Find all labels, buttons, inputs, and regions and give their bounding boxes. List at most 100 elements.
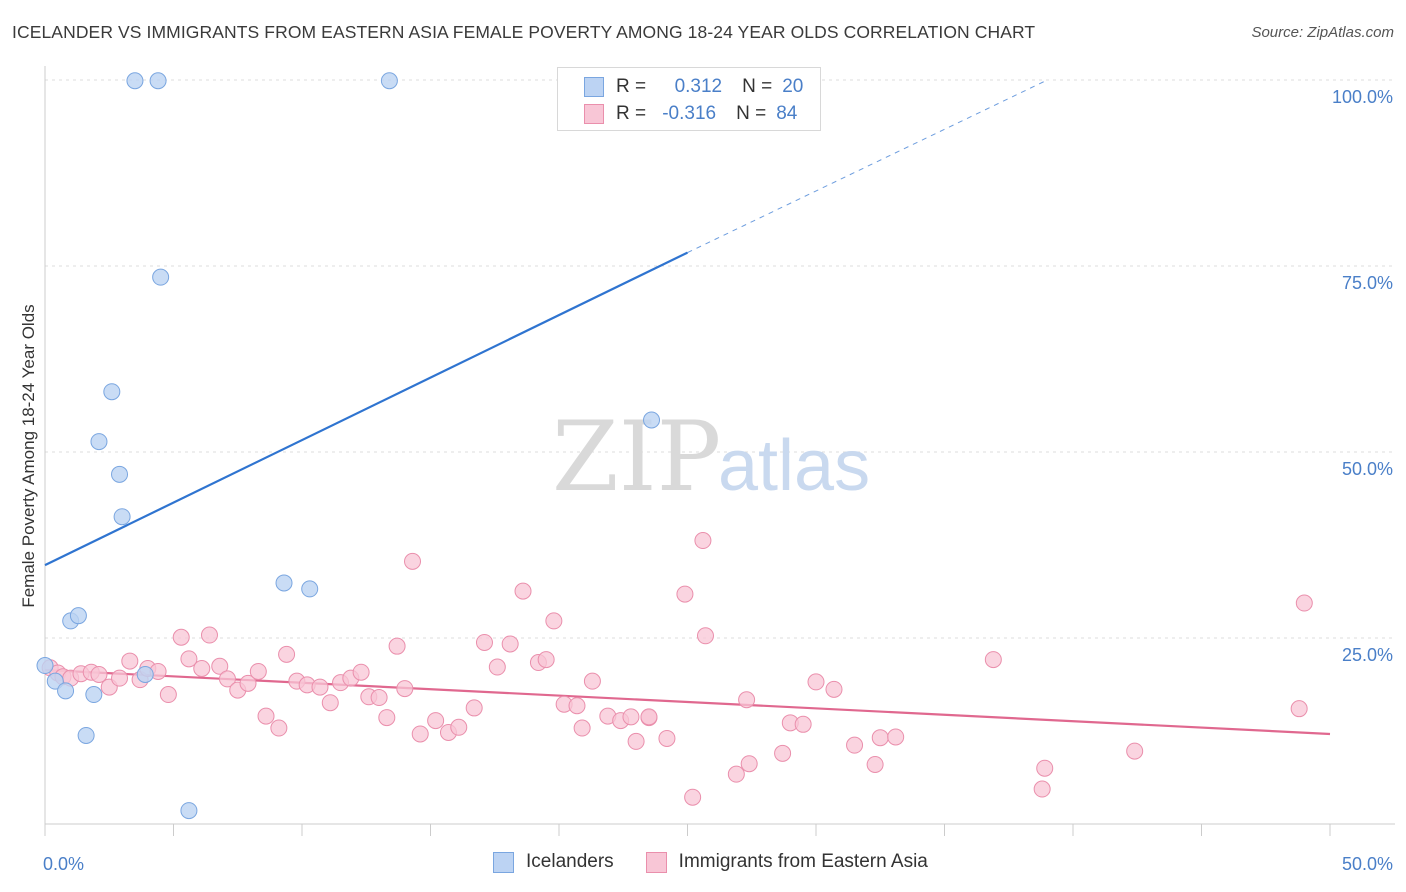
trend-layer xyxy=(44,79,1331,736)
icelanders-point xyxy=(36,657,54,675)
icelanders-point xyxy=(643,411,661,429)
y-tick-label: 50.0% xyxy=(1342,459,1393,479)
icelanders-point xyxy=(103,383,121,401)
immigrants-point xyxy=(573,719,591,737)
immigrants-point xyxy=(501,635,519,653)
icelanders-legend-swatch xyxy=(493,851,514,873)
immigrants-point xyxy=(321,694,339,712)
icelanders-trend-line xyxy=(44,251,688,567)
icelanders-swatch xyxy=(584,77,604,97)
immigrants-point xyxy=(694,532,712,550)
immigrants-point xyxy=(684,788,702,806)
immigrants-point xyxy=(583,672,601,690)
legend-item-icelanders: Icelanders xyxy=(493,851,614,873)
series-legend: Icelanders Immigrants from Eastern Asia xyxy=(493,851,960,873)
immigrants-point xyxy=(218,670,236,688)
immigrants-point xyxy=(249,662,267,680)
immigrants-point xyxy=(388,637,406,655)
legend-r-value: 0.312 xyxy=(674,76,723,97)
immigrants-point xyxy=(627,732,645,750)
immigrants-point xyxy=(370,689,388,707)
immigrants-point xyxy=(121,652,139,670)
immigrants-point xyxy=(111,669,129,687)
immigrants-point xyxy=(404,552,422,570)
icelanders-point xyxy=(90,433,108,451)
immigrants-point xyxy=(545,612,563,630)
immigrants-point xyxy=(311,678,329,696)
immigrants-point xyxy=(450,718,468,736)
icelanders-point xyxy=(149,72,167,90)
immigrants-point xyxy=(180,650,198,668)
icelanders-trend-extension xyxy=(687,79,1048,254)
immigrants-point xyxy=(825,680,843,698)
immigrants-point xyxy=(475,633,493,651)
legend-r-value: -0.316 xyxy=(662,103,717,124)
x-tick-label: 0.0% xyxy=(43,854,84,874)
immigrants-point xyxy=(159,686,177,704)
immigrants-trend-line xyxy=(44,668,1331,736)
immigrants-point xyxy=(514,582,532,600)
immigrants-point xyxy=(200,626,218,644)
icelanders-point xyxy=(126,72,144,90)
immigrants-point xyxy=(871,729,889,747)
y-tick-label: 75.0% xyxy=(1342,273,1393,293)
icelanders-point xyxy=(113,508,131,526)
immigrants-point xyxy=(846,736,864,754)
immigrants-point xyxy=(866,755,884,773)
icelanders-point xyxy=(180,802,198,820)
icelanders-point xyxy=(152,268,170,286)
y-axis-label: Female Poverty Among 18-24 Year Olds xyxy=(19,304,38,607)
immigrants-point xyxy=(984,651,1002,669)
icelanders-point xyxy=(85,686,103,704)
axis-layer xyxy=(44,66,1395,836)
immigrants-swatch xyxy=(584,104,604,124)
immigrants-point xyxy=(270,719,288,737)
legend-n-value: 84 xyxy=(776,103,798,124)
correlation-legend: R = 0.312 N = 20 R = -0.316 N = 84 xyxy=(557,67,821,131)
immigrants-point xyxy=(537,651,555,669)
legend-n-label: N = xyxy=(742,76,773,97)
immigrants-point xyxy=(378,709,396,727)
immigrants-point xyxy=(622,708,640,726)
immigrants-point xyxy=(488,658,506,676)
icelanders-point xyxy=(57,682,75,700)
immigrants-point xyxy=(172,628,190,646)
icelanders-point xyxy=(111,465,129,483)
immigrants-point xyxy=(774,744,792,762)
y-tick-label: 25.0% xyxy=(1342,645,1393,665)
chart-title: ICELANDER VS IMMIGRANTS FROM EASTERN ASI… xyxy=(12,22,1036,42)
immigrants-point xyxy=(658,729,676,747)
icelanders-legend-label: Icelanders xyxy=(526,851,614,872)
icelanders-point xyxy=(69,607,87,625)
chart-source: Source: ZipAtlas.com xyxy=(1251,24,1394,41)
immigrants-point xyxy=(193,660,211,678)
immigrants-point xyxy=(727,765,745,783)
icelanders-point xyxy=(301,580,319,598)
immigrants-point xyxy=(807,673,825,691)
legend-n-label: N = xyxy=(736,103,767,124)
icelanders-point xyxy=(136,665,154,683)
immigrants-point xyxy=(887,728,905,746)
legend-row-immigrants: R = -0.316 N = 84 xyxy=(584,102,797,126)
immigrants-point xyxy=(427,712,445,730)
immigrants-point xyxy=(676,585,694,603)
immigrants-point xyxy=(411,725,429,743)
immigrants-point xyxy=(740,755,758,773)
icelanders-points xyxy=(36,72,661,820)
immigrants-legend-label: Immigrants from Eastern Asia xyxy=(678,851,928,872)
immigrants-point xyxy=(352,663,370,681)
legend-n-value: 20 xyxy=(782,76,804,97)
watermark: ZIP atlas xyxy=(552,401,870,513)
immigrants-point xyxy=(239,674,257,692)
x-tick-label: 50.0% xyxy=(1342,854,1393,874)
immigrants-point xyxy=(90,665,108,683)
immigrants-point xyxy=(794,715,812,733)
legend-item-immigrants: Immigrants from Eastern Asia xyxy=(645,851,928,873)
legend-r-label: R = xyxy=(616,103,647,124)
tick-labels: 25.0% 50.0% 75.0% 100.0% 0.0% 50.0% xyxy=(43,87,1393,874)
immigrants-legend-swatch xyxy=(645,851,667,873)
icelanders-point xyxy=(380,72,398,90)
legend-row-icelanders: R = 0.312 N = 20 xyxy=(584,75,803,99)
legend-r-label: R = xyxy=(616,76,647,97)
